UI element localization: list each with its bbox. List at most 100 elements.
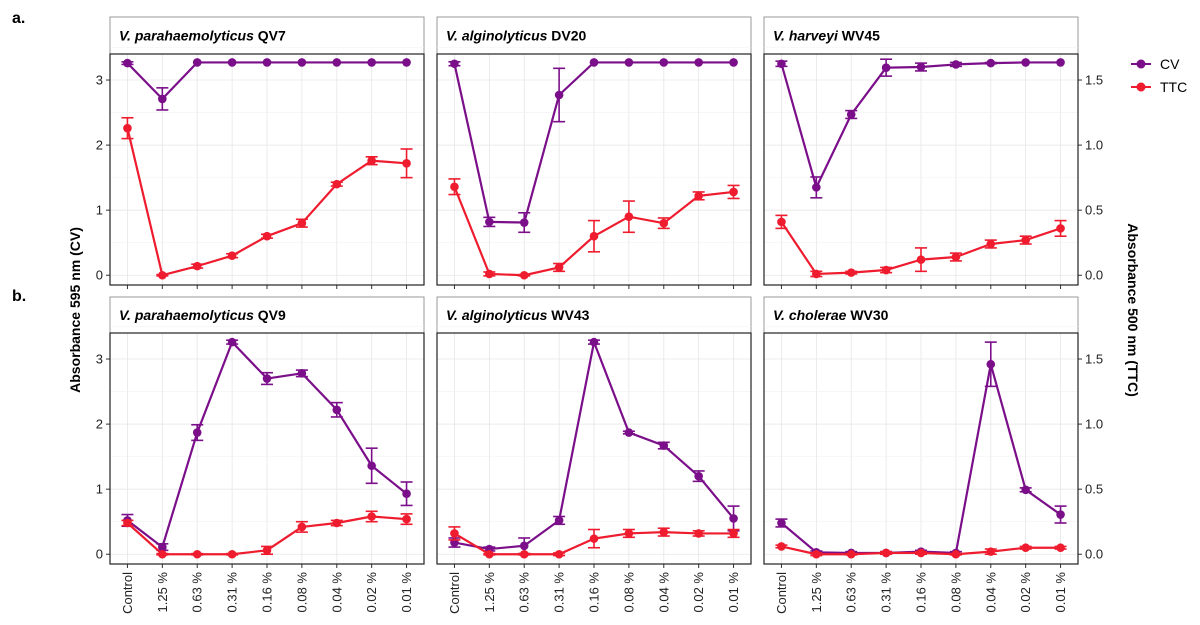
panel-border [763,53,1079,286]
x-tick-label: 0.01 % [399,572,414,613]
data-point [227,251,237,261]
data-point [777,518,786,528]
y-right-tick-label: 1.0 [1085,138,1103,153]
data-point [485,217,494,227]
y-right-tick-label: 1.5 [1085,352,1103,367]
data-point [554,549,564,559]
data-point [332,405,342,415]
panel-strain: WV43 [551,307,589,323]
data-point [227,337,237,347]
data-point [554,263,564,272]
data-point [951,549,961,559]
data-point [659,527,669,537]
y-right-tick-label: 1.5 [1085,73,1103,88]
data-point [332,58,342,67]
x-tick-label: Control [447,572,462,614]
legend: CV TTC [1131,56,1187,95]
panel-1: V. parahaemolyticus QV7 0 1 2 3 [96,16,425,289]
data-point [812,549,821,559]
x-tick-label: 0.04 % [983,572,998,613]
legend-cv-label: CV [1160,56,1180,72]
panel-strain: DV20 [551,28,586,44]
data-point [158,549,167,559]
data-point [367,58,376,67]
data-point [123,58,132,68]
panel-strain: QV9 [258,307,286,323]
data-point [450,59,459,69]
y-left-tick-label: 0 [96,268,103,283]
data-point [881,63,891,72]
data-point [589,534,599,543]
row-label-b: b. [12,288,26,305]
x-tick-label: Control [120,572,135,614]
data-point [332,179,342,189]
series-ttc [448,178,740,280]
series-ttc [775,542,1067,559]
data-point [123,123,132,133]
data-point [123,518,132,528]
data-point [659,58,669,67]
panel-strip [763,296,1079,334]
data-point [589,337,599,347]
data-point [986,239,996,249]
panel-title: V. parahaemolyticus QV7 [119,28,286,44]
x-tick-label: Control [774,572,789,614]
data-point [1056,58,1065,67]
panel-grid: V. parahaemolyticus QV7 0 1 2 3 V. alginolyti… [96,16,1103,614]
data-point [227,58,237,67]
series-ttc [121,510,413,559]
panel-title: V. parahaemolyticus QV9 [119,307,286,323]
panel-border [436,53,752,286]
data-point [1021,235,1030,245]
x-tick-label: 0.04 % [329,572,344,613]
data-point [367,156,376,166]
panel-title: V. alginolyticus WV43 [446,307,590,323]
data-point [402,514,411,524]
panel-title: V. alginolyticus DV20 [446,28,587,44]
data-point [519,549,529,559]
series-ttc [121,116,413,280]
data-point [485,549,494,559]
data-point [729,58,738,67]
data-point [916,548,926,558]
data-point [519,218,529,227]
panel-border [763,332,1079,565]
data-point [262,546,272,555]
data-point [986,58,996,68]
panel-species: V. parahaemolyticus [119,28,258,44]
gridlines [437,326,751,564]
data-point [812,183,821,192]
data-point [986,547,996,556]
x-tick-label: 1.25 % [155,572,170,613]
panel-strain: WV30 [850,307,888,323]
data-point [624,58,634,67]
data-point [158,270,167,280]
data-point [485,269,494,279]
data-point [694,191,703,201]
panel-strain: WV45 [842,28,880,44]
data-point [158,94,167,104]
data-point [624,428,634,437]
data-point [262,58,272,67]
x-tick-label: 0.04 % [656,572,671,613]
x-tick-label: 0.63 % [844,572,859,613]
data-point [694,58,703,67]
data-point [916,255,926,264]
data-point [694,471,703,481]
data-point [227,549,237,559]
panel-title: V. cholerae WV30 [773,307,889,323]
series-cv [121,58,411,111]
data-point [158,542,167,552]
data-point [192,261,202,271]
x-tick-label: 0.16 % [260,572,275,613]
x-tick-label: 0.08 % [294,572,309,613]
data-point [1021,485,1030,495]
panel-border [436,332,752,565]
y-left-tick-label: 2 [96,417,103,432]
x-tick-label: 0.31 % [552,572,567,613]
data-point [729,514,738,523]
data-point [624,529,634,538]
panel-border [109,332,425,565]
y-left-axis-title: Absorbance 595 nm (CV) [67,227,83,393]
